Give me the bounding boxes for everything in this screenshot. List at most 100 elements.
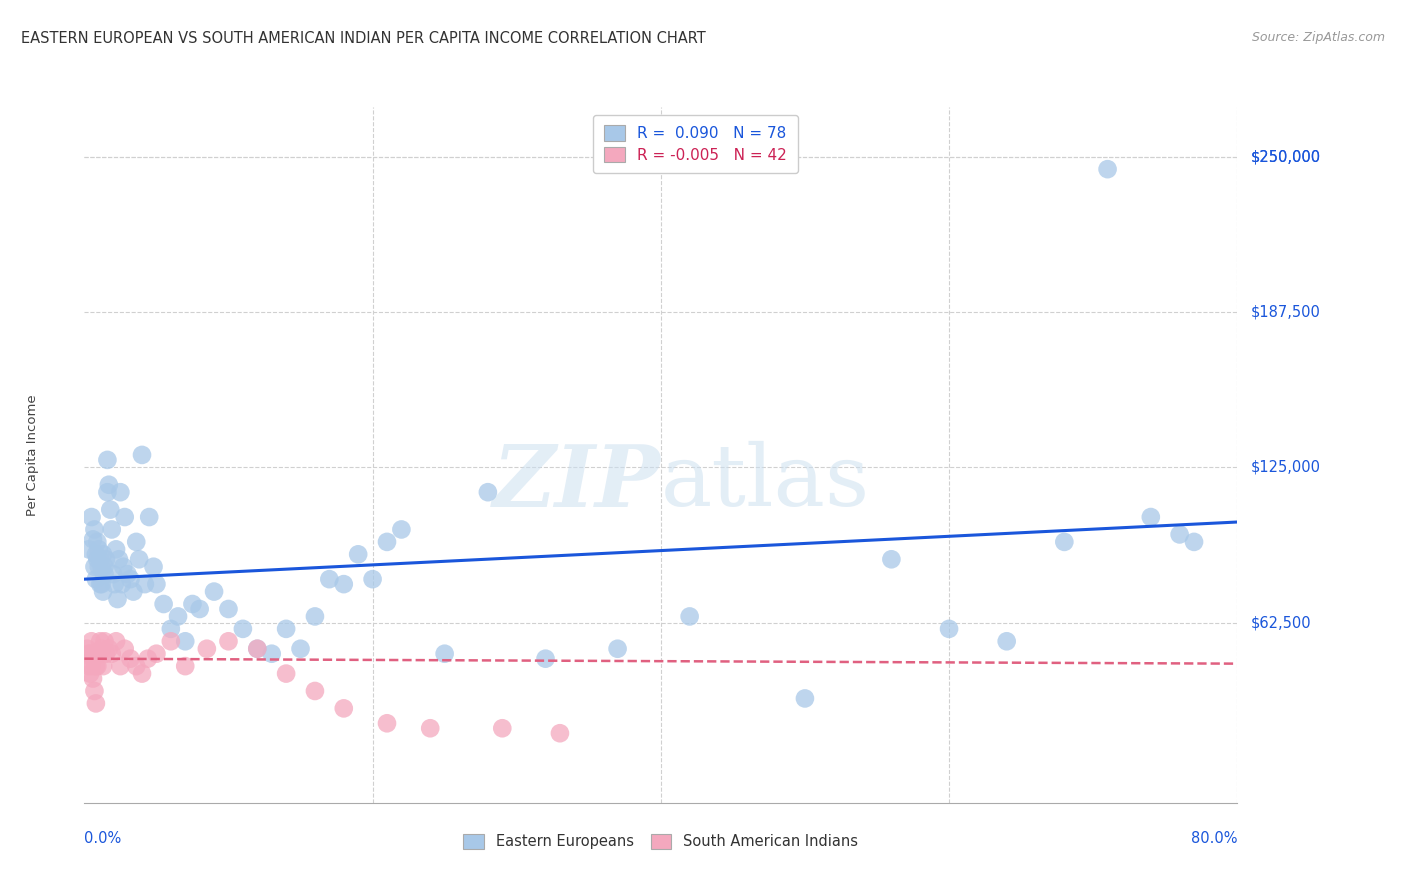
Point bbox=[606, 641, 628, 656]
Text: 0.0%: 0.0% bbox=[84, 830, 121, 846]
Point bbox=[477, 485, 499, 500]
Point bbox=[82, 651, 104, 665]
Point bbox=[84, 697, 107, 711]
Point bbox=[86, 659, 108, 673]
Point bbox=[1182, 534, 1205, 549]
Point bbox=[491, 721, 513, 735]
Text: $62,500: $62,500 bbox=[1251, 615, 1312, 630]
Point bbox=[332, 577, 354, 591]
Point bbox=[89, 634, 111, 648]
Point bbox=[111, 577, 134, 591]
Point bbox=[202, 584, 225, 599]
Point bbox=[167, 609, 190, 624]
Text: $250,000: $250,000 bbox=[1251, 149, 1322, 164]
Point bbox=[117, 567, 139, 582]
Point bbox=[375, 534, 398, 549]
Point bbox=[93, 567, 115, 582]
Point bbox=[534, 651, 557, 665]
Point bbox=[114, 641, 136, 656]
Point bbox=[246, 641, 269, 656]
Point bbox=[79, 666, 101, 681]
Point bbox=[548, 726, 571, 740]
Point bbox=[97, 641, 120, 656]
Point bbox=[304, 684, 326, 698]
Point bbox=[332, 701, 354, 715]
Point bbox=[419, 721, 441, 735]
Legend: Eastern Europeans, South American Indians: Eastern Europeans, South American Indian… bbox=[454, 825, 868, 858]
Text: $250,000: $250,000 bbox=[1251, 149, 1322, 164]
Point bbox=[995, 634, 1018, 648]
Point bbox=[93, 634, 115, 648]
Point bbox=[1139, 510, 1161, 524]
Point bbox=[89, 577, 111, 591]
Point bbox=[938, 622, 960, 636]
Text: $187,500: $187,500 bbox=[1251, 304, 1322, 319]
Point bbox=[1168, 527, 1191, 541]
Point bbox=[80, 634, 103, 648]
Point bbox=[145, 577, 167, 591]
Point bbox=[138, 510, 160, 524]
Point bbox=[136, 651, 159, 665]
Point bbox=[122, 584, 145, 599]
Point bbox=[90, 559, 112, 574]
Point bbox=[246, 641, 269, 656]
Point bbox=[1053, 534, 1076, 549]
Point bbox=[86, 552, 108, 566]
Point bbox=[93, 559, 115, 574]
Point bbox=[84, 572, 107, 586]
Point bbox=[96, 485, 118, 500]
Text: EASTERN EUROPEAN VS SOUTH AMERICAN INDIAN PER CAPITA INCOME CORRELATION CHART: EASTERN EUROPEAN VS SOUTH AMERICAN INDIA… bbox=[21, 31, 706, 46]
Point bbox=[83, 559, 105, 574]
Point bbox=[91, 547, 114, 561]
Point bbox=[174, 634, 197, 648]
Point bbox=[433, 647, 456, 661]
Point bbox=[108, 552, 131, 566]
Point bbox=[104, 577, 127, 591]
Point bbox=[91, 584, 114, 599]
Text: Per Capita Income: Per Capita Income bbox=[25, 394, 39, 516]
Point bbox=[77, 659, 100, 673]
Text: atlas: atlas bbox=[661, 442, 870, 524]
Point bbox=[100, 647, 122, 661]
Point bbox=[260, 647, 283, 661]
Point bbox=[290, 641, 312, 656]
Point bbox=[103, 567, 124, 582]
Point bbox=[195, 641, 218, 656]
Point bbox=[77, 647, 100, 661]
Point bbox=[174, 659, 197, 673]
Point bbox=[97, 477, 120, 491]
Point bbox=[83, 684, 105, 698]
Point bbox=[318, 572, 340, 586]
Point bbox=[100, 523, 122, 537]
Point bbox=[391, 523, 413, 537]
Point bbox=[142, 559, 165, 574]
Point bbox=[793, 691, 815, 706]
Point bbox=[87, 559, 110, 574]
Point bbox=[84, 659, 107, 673]
Point bbox=[105, 542, 128, 557]
Text: $125,000: $125,000 bbox=[1251, 460, 1322, 475]
Point bbox=[128, 552, 150, 566]
Point bbox=[86, 534, 108, 549]
Text: ZIP: ZIP bbox=[494, 441, 661, 524]
Point bbox=[347, 547, 370, 561]
Point bbox=[131, 448, 153, 462]
Point bbox=[110, 485, 132, 500]
Point bbox=[80, 510, 103, 524]
Point bbox=[91, 659, 114, 673]
Text: Source: ZipAtlas.com: Source: ZipAtlas.com bbox=[1251, 31, 1385, 45]
Point bbox=[274, 622, 298, 636]
Point bbox=[274, 666, 298, 681]
Point bbox=[114, 510, 136, 524]
Point bbox=[90, 641, 112, 656]
Point bbox=[83, 523, 105, 537]
Point bbox=[82, 672, 104, 686]
Point bbox=[304, 609, 326, 624]
Point bbox=[217, 602, 239, 616]
Point bbox=[134, 577, 156, 591]
Point bbox=[375, 716, 398, 731]
Point bbox=[87, 647, 110, 661]
Point bbox=[131, 666, 153, 681]
Point bbox=[232, 622, 254, 636]
Point bbox=[82, 533, 104, 547]
